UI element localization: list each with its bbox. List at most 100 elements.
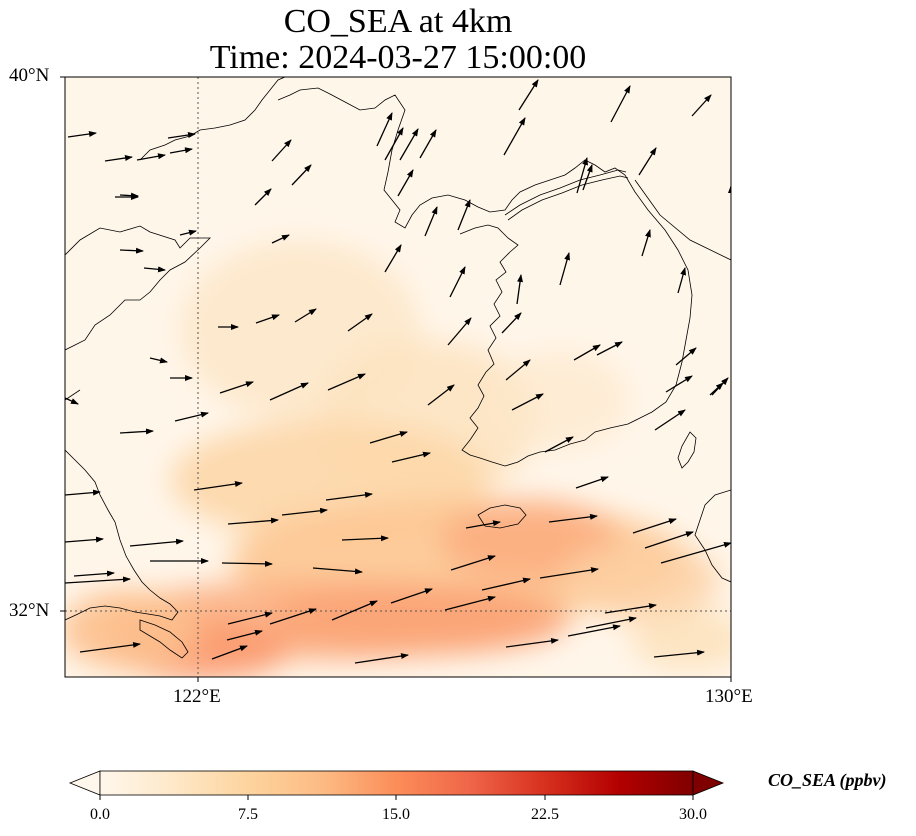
lat-label-40n: 40°N — [9, 65, 50, 86]
map-frame — [64, 76, 732, 678]
wind-arrow — [654, 409, 686, 431]
wind-arrow — [450, 555, 496, 571]
wind-arrow — [119, 247, 144, 254]
map-title-time: Time: 2024-03-27 15:00:00 — [209, 39, 587, 76]
wind-arrow — [610, 85, 631, 123]
wind-arrow — [391, 451, 431, 463]
co-concentration-field — [65, 77, 731, 677]
wind-arrow — [227, 611, 273, 625]
wind-arrow — [79, 641, 141, 653]
wind-arrow — [129, 538, 184, 547]
colorbar-tick-1: 7.5 — [238, 806, 258, 823]
kyushu-coast — [694, 489, 731, 583]
wind-arrow — [221, 560, 273, 567]
wind-arrow — [675, 347, 697, 366]
wind-arrow — [169, 147, 193, 154]
colorbar-min-extend — [68, 770, 101, 796]
wind-arrow — [376, 112, 393, 147]
china-north-coast — [65, 225, 211, 351]
jeju-island — [477, 504, 527, 529]
wind-arrow — [327, 373, 366, 391]
wind-arrow — [167, 132, 196, 139]
colorbar-max-extend — [692, 770, 725, 796]
wind-arrow — [575, 476, 609, 489]
wind-arrow — [585, 616, 637, 629]
wind-arrow — [518, 79, 539, 111]
wind-arrow — [677, 267, 687, 294]
wind-arrow — [331, 600, 378, 621]
wind-arrow — [641, 229, 651, 257]
colorbar-tick-2: 15.0 — [382, 806, 410, 823]
lon-label-122e: 122°E — [173, 686, 221, 707]
wind-arrow — [539, 567, 599, 579]
wind-arrow — [511, 393, 544, 411]
wind-arrow — [347, 313, 373, 332]
wind-arrow — [369, 431, 408, 444]
wind-arrow — [136, 153, 166, 161]
colorbar-tick-3: 22.5 — [531, 806, 559, 823]
wind-arrow — [638, 147, 657, 176]
wind-arrow — [119, 192, 139, 199]
korea-north-border — [504, 169, 627, 216]
wind-arrow — [399, 128, 419, 161]
wind-arrow — [255, 314, 280, 324]
china-border-line — [65, 179, 731, 401]
wind-arrow — [653, 649, 705, 658]
wind-arrow — [582, 164, 593, 191]
korea-north-border-2 — [507, 175, 629, 221]
wind-arrow — [354, 653, 409, 664]
wind-arrow — [501, 312, 522, 334]
wind-arrow — [174, 411, 209, 422]
wind-arrow — [341, 535, 389, 542]
wind-arrow — [576, 157, 588, 194]
wind-arrow — [226, 629, 263, 641]
wind-arrow — [390, 588, 433, 604]
wind-arrow — [384, 127, 404, 161]
wind-arrow — [567, 624, 621, 637]
axis-ticks — [60, 76, 732, 682]
wind-arrow — [227, 517, 279, 525]
yangtze-estuary — [139, 619, 189, 659]
wind-arrow — [632, 518, 677, 534]
wind-arrow — [419, 129, 437, 159]
wind-arrow — [179, 229, 197, 236]
wind-arrow — [143, 266, 166, 273]
colorbar-label: CO_SEA (ppbv) — [768, 770, 887, 790]
wind-arrow — [709, 382, 724, 396]
wind-arrow — [269, 382, 309, 401]
wind-arrow — [65, 489, 101, 496]
lon-label-130e: 130°E — [705, 686, 753, 707]
wind-arrow — [505, 637, 559, 648]
wind-arrow — [294, 308, 317, 323]
wind-arrow — [281, 507, 328, 516]
colorbar-tick-0: 0.0 — [90, 806, 110, 823]
map-title-variable: CO_SEA at 4km — [283, 3, 513, 40]
wind-arrow — [548, 513, 598, 523]
wind-arrow — [384, 244, 402, 273]
colorbar-tick-4: 30.0 — [679, 806, 707, 823]
wind-arrow — [660, 542, 731, 564]
liaodong-peninsula — [277, 87, 693, 467]
wind-arrow — [119, 428, 154, 435]
wind-arrow — [312, 567, 363, 575]
wind-arrow — [644, 531, 694, 549]
wind-arrow — [271, 139, 292, 162]
wind-arrow — [271, 234, 290, 244]
wind-arrow — [505, 359, 531, 381]
wind-arrow — [465, 520, 501, 529]
wind-arrow — [325, 491, 373, 501]
wind-arrow — [447, 317, 472, 346]
wind-arrow — [457, 199, 471, 231]
wind-arrow — [503, 117, 526, 156]
wind-arrow — [65, 576, 131, 584]
wind-arrow — [596, 341, 623, 356]
wind-arrow — [254, 188, 272, 206]
wind-arrow — [516, 274, 524, 305]
wind-arrow — [449, 266, 466, 298]
wind-arrow — [691, 94, 712, 117]
wind-arrow — [219, 381, 254, 394]
wind-arrow — [444, 595, 496, 611]
liaodong-coast — [139, 77, 286, 161]
wind-arrow — [424, 206, 438, 237]
